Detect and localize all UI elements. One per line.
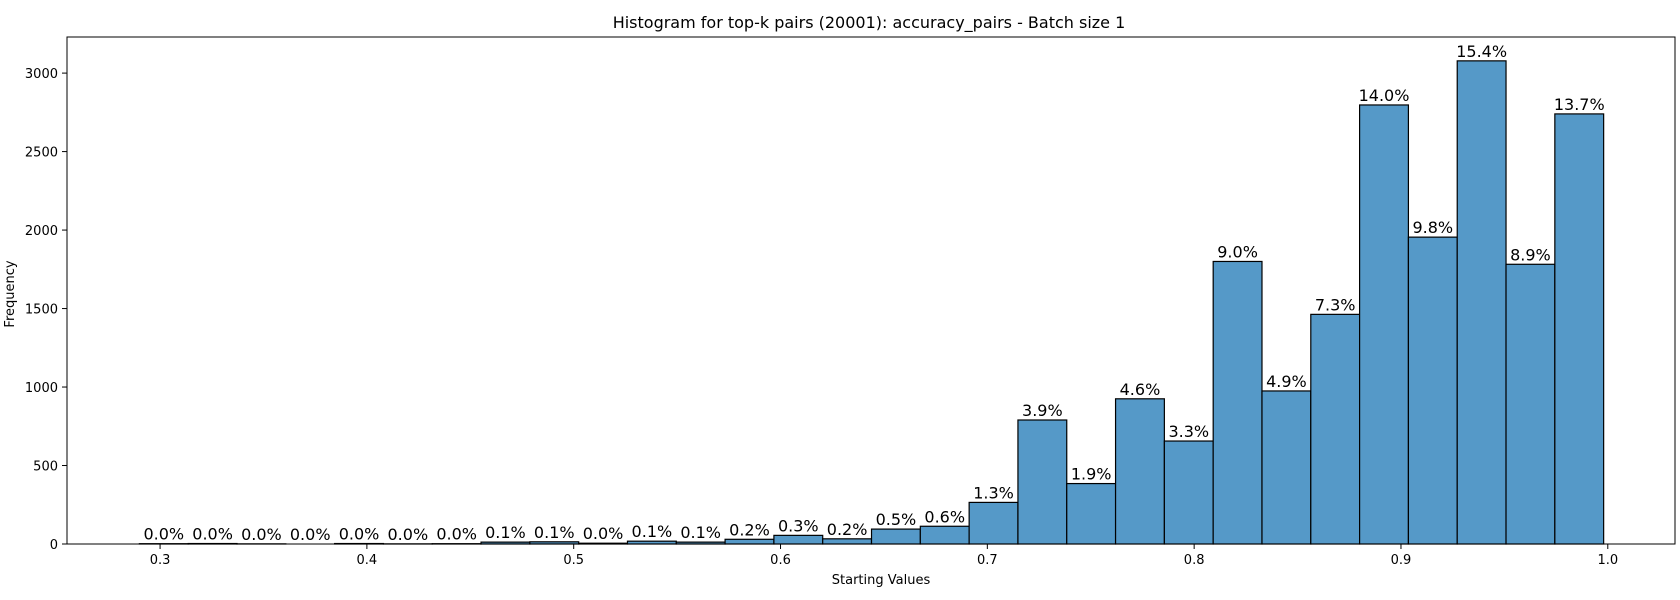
- x-tick-label: 0.5: [563, 553, 584, 568]
- bar-percent-label: 0.1%: [534, 523, 575, 542]
- histogram-bar: [1261, 390, 1312, 545]
- bar-percent-label: 0.1%: [680, 523, 721, 542]
- bar-percent-label: 0.0%: [241, 525, 282, 544]
- histogram-bar: [870, 528, 921, 545]
- y-tick-label: 2500: [25, 146, 58, 161]
- x-tick-label: 0.9: [1391, 553, 1412, 568]
- histogram-bar: [773, 534, 824, 545]
- y-tick-label: 1000: [25, 381, 58, 396]
- bar-percent-label: 0.0%: [192, 525, 233, 544]
- histogram-bar: [724, 538, 775, 545]
- bar-percent-label: 0.5%: [876, 510, 917, 529]
- histogram-bar: [1407, 236, 1458, 545]
- x-axis-label: Starting Values: [832, 573, 931, 588]
- x-tick-label: 1.0: [1597, 553, 1618, 568]
- bar-percent-label: 0.2%: [729, 520, 770, 539]
- chart-title: Histogram for top-k pairs (20001): accur…: [613, 13, 1126, 33]
- x-tick-label: 0.3: [150, 553, 171, 568]
- bar-percent-label: 4.6%: [1120, 380, 1161, 399]
- histogram-bar: [1554, 113, 1605, 545]
- bar-percent-label: 14.0%: [1359, 86, 1410, 105]
- histogram-bar: [919, 525, 970, 545]
- bar-percent-label: 0.0%: [339, 525, 380, 544]
- plot-frame: [66, 36, 1676, 545]
- y-tick-label: 1500: [25, 303, 58, 318]
- y-tick-label: 500: [33, 460, 58, 475]
- x-tick-label: 0.6: [770, 553, 791, 568]
- x-tick-label: 0.4: [357, 553, 378, 568]
- bars-group: [138, 60, 1605, 545]
- histogram-bar: [1017, 419, 1068, 545]
- bar-percent-label: 8.9%: [1510, 245, 1551, 264]
- bar-percent-label: 3.9%: [1022, 401, 1063, 420]
- histogram-bar: [1359, 104, 1410, 545]
- bar-percent-label: 0.1%: [485, 523, 526, 542]
- bar-percent-label: 13.7%: [1554, 95, 1605, 114]
- histogram-bar: [1212, 260, 1263, 545]
- bar-percent-label: 15.4%: [1456, 42, 1507, 61]
- y-tick-label: 2000: [25, 224, 58, 239]
- histogram-bar: [1310, 313, 1361, 545]
- histogram-bar: [1114, 398, 1165, 545]
- histogram-bar: [1456, 60, 1507, 545]
- bar-percent-label: 9.0%: [1217, 242, 1258, 261]
- bar-percent-label: 0.6%: [924, 507, 965, 526]
- histogram-bar: [822, 538, 873, 545]
- y-axis-ticks: 0 500 1000 1500 2000 2500 3000: [25, 67, 67, 553]
- bar-percent-label: 1.9%: [1071, 465, 1112, 484]
- bar-percent-label: 9.8%: [1412, 218, 1453, 237]
- bar-labels-group: 0.0% 0.0% 0.0% 0.0% 0.0% 0.0% 0.0% 0.1% 0.1% 0.0%…: [143, 42, 1604, 544]
- histogram-bar: [968, 501, 1019, 545]
- bar-percent-label: 0.0%: [143, 525, 184, 544]
- x-axis-ticks: 0.3 0.4 0.5 0.6 0.7 0.8 0.9 1.0: [150, 544, 1618, 568]
- histogram-bar: [1163, 440, 1214, 545]
- x-tick-label: 0.8: [1184, 553, 1205, 568]
- bar-percent-label: 3.3%: [1168, 422, 1209, 441]
- histogram-bar: [1066, 482, 1117, 545]
- bar-percent-label: 0.1%: [632, 522, 673, 541]
- bar-percent-label: 0.0%: [583, 524, 624, 543]
- x-tick-label: 0.7: [977, 553, 998, 568]
- y-axis-label: Frequency: [3, 260, 18, 327]
- bar-percent-label: 7.3%: [1315, 295, 1356, 314]
- bar-percent-label: 0.2%: [827, 520, 868, 539]
- histogram-bar: [1505, 263, 1556, 545]
- bar-percent-label: 4.9%: [1266, 372, 1307, 391]
- bar-percent-label: 0.3%: [778, 516, 819, 535]
- y-tick-label: 3000: [25, 67, 58, 82]
- bar-percent-label: 1.3%: [973, 483, 1014, 502]
- bar-percent-label: 0.0%: [436, 525, 477, 544]
- y-tick-label: 0: [50, 538, 58, 553]
- bar-percent-label: 0.0%: [388, 525, 429, 544]
- bar-percent-label: 0.0%: [290, 525, 331, 544]
